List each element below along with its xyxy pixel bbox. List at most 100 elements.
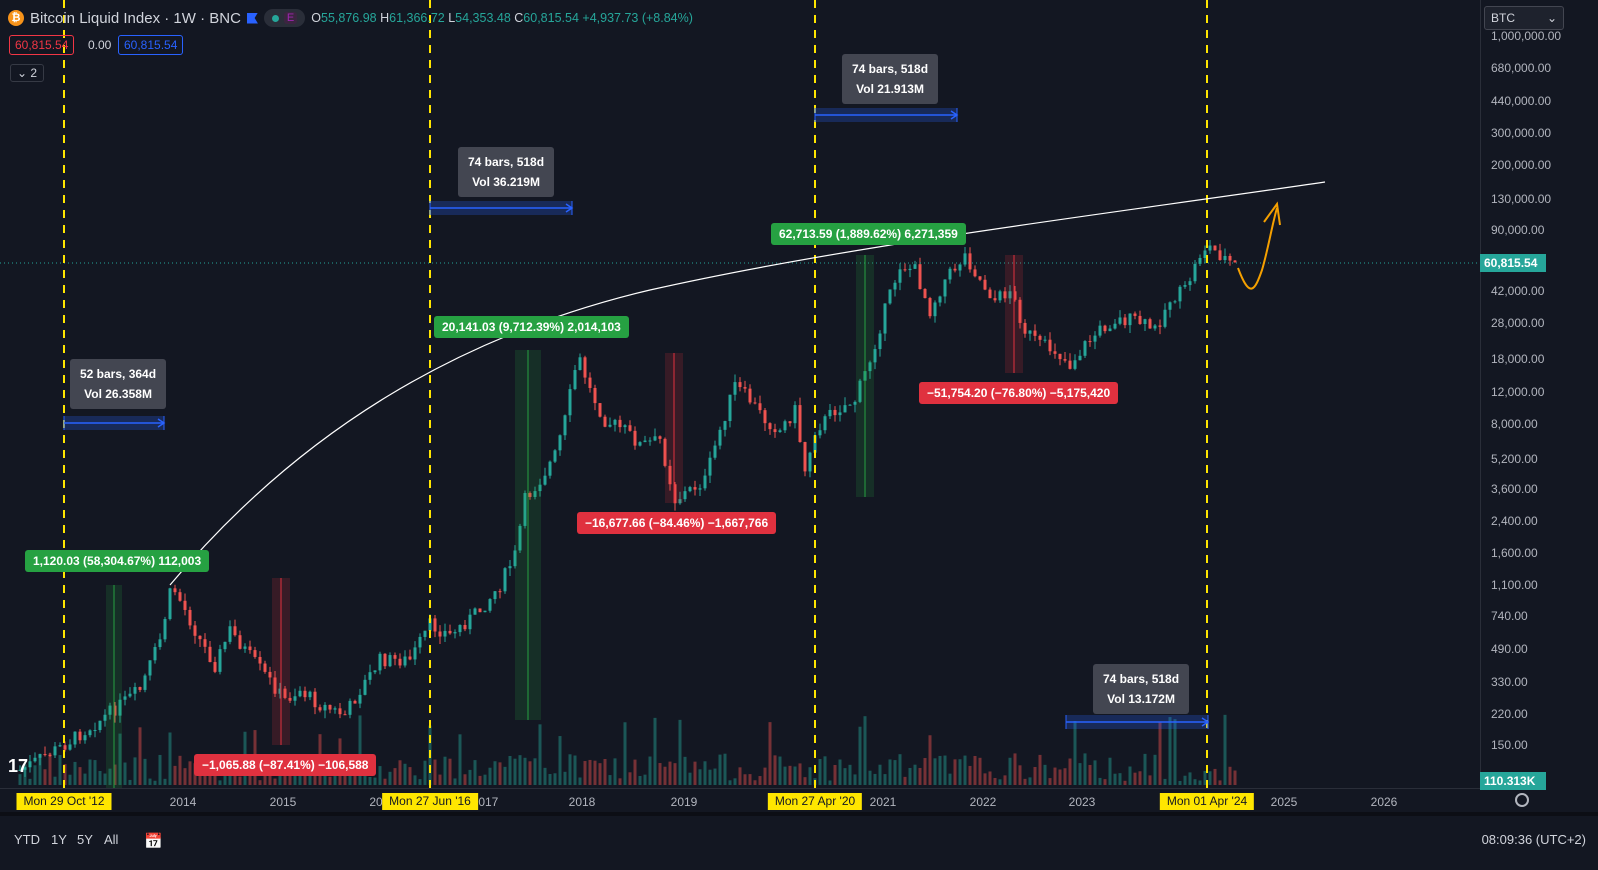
- candle-body: [198, 635, 202, 640]
- volume-bar: [898, 754, 902, 785]
- volume-bar: [953, 759, 957, 785]
- volume-bar: [978, 757, 982, 785]
- time-tick-label: 2022: [969, 795, 997, 809]
- candle-body: [673, 484, 677, 504]
- time-tick-label: 2014: [169, 795, 197, 809]
- price-tick-label: 680,000.00: [1491, 61, 1552, 75]
- volume-bar: [1198, 780, 1202, 785]
- settings-gear-icon[interactable]: [1515, 793, 1529, 807]
- volume-bar: [1063, 768, 1067, 785]
- candle-body: [218, 649, 222, 672]
- volume-bar: [1203, 770, 1207, 785]
- volume-bar: [683, 756, 687, 785]
- range-info-box-1[interactable]: 52 bars, 364d Vol 26.358M: [70, 359, 167, 409]
- volume-bar: [558, 736, 562, 785]
- candle-body: [688, 487, 692, 492]
- candle-body: [618, 419, 622, 428]
- candle-body: [723, 421, 727, 430]
- candle-body: [1043, 339, 1047, 341]
- rise-measure-label-2017[interactable]: 20,141.03 (9,712.39%) 2,014,103: [434, 316, 629, 338]
- clock[interactable]: 08:09:36 (UTC+2): [1481, 832, 1586, 847]
- price-chart-canvas[interactable]: [0, 0, 1480, 788]
- volume-bar: [758, 776, 762, 785]
- tradingview-logo[interactable]: 17: [8, 756, 29, 776]
- chart-pane[interactable]: [0, 0, 1480, 788]
- volume-bar: [783, 766, 787, 785]
- candle-body: [263, 663, 267, 672]
- volume-bar: [553, 773, 557, 785]
- range-ytd-button[interactable]: YTD: [14, 832, 40, 847]
- volume-bar: [448, 758, 452, 785]
- volume-bar: [628, 772, 632, 785]
- volume-bar: [1013, 753, 1017, 785]
- candle-body: [323, 704, 327, 711]
- volume-bar: [238, 776, 242, 785]
- range-all-button[interactable]: All: [104, 832, 119, 847]
- candle-body: [653, 436, 657, 441]
- goto-date-icon[interactable]: 📅: [144, 833, 163, 850]
- drop-measure-label-2018[interactable]: −16,677.66 (−84.46%) −1,667,766: [577, 512, 777, 534]
- collapse-indicators-button[interactable]: ⌄ 2: [10, 64, 45, 82]
- candle-body: [568, 389, 572, 416]
- volume-bar: [258, 780, 262, 785]
- currency-select[interactable]: BTC ⌄: [1484, 6, 1564, 30]
- rise-measure-label-2013[interactable]: 1,120.03 (58,304.67%) 112,003: [25, 550, 210, 572]
- candle-body: [173, 588, 177, 593]
- indicator-status-pill[interactable]: E: [263, 9, 306, 27]
- volume-bar: [83, 773, 87, 785]
- volume-bar: [623, 722, 627, 785]
- volume-bar: [293, 771, 297, 785]
- volume-bar: [508, 755, 512, 785]
- range-1y-button[interactable]: 1Y: [51, 832, 67, 847]
- candle-body: [993, 298, 997, 301]
- candle-body: [1018, 299, 1022, 323]
- candle-body: [928, 298, 932, 317]
- candle-body: [1053, 351, 1057, 354]
- price-tick-label: 1,000,000.00: [1491, 29, 1562, 43]
- flag-icon[interactable]: [246, 12, 258, 24]
- candle-body: [1008, 291, 1012, 299]
- candle-body: [363, 679, 367, 695]
- candle-body: [423, 630, 427, 637]
- rise-measure-label-2021[interactable]: 62,713.59 (1,889.62%) 6,271,359: [771, 223, 966, 245]
- drop-measure-label-2015[interactable]: −1,065.88 (−87.41%) −106,588: [194, 754, 377, 776]
- range-info-box-3[interactable]: 74 bars, 518d Vol 21.913M: [842, 54, 939, 104]
- candle-body: [728, 394, 732, 422]
- candle-body: [793, 405, 797, 424]
- candle-body: [468, 614, 472, 630]
- drop-measure-label-2022[interactable]: −51,754.20 (−76.80%) −5,175,420: [919, 382, 1119, 404]
- candle-body: [473, 608, 477, 615]
- buy-price-button[interactable]: 60,815.54: [118, 35, 184, 55]
- volume-bar: [1158, 721, 1162, 785]
- volume-bar: [618, 778, 622, 785]
- candle-body: [1203, 250, 1207, 258]
- candle-body: [378, 653, 382, 671]
- price-axis[interactable]: 1,000,000.00 680,000.00 440,000.00 300,000.…: [1480, 0, 1598, 788]
- volume-bar: [538, 724, 542, 785]
- volume-bar: [188, 761, 192, 785]
- candle-body: [1213, 245, 1217, 251]
- volume-bar: [313, 768, 317, 785]
- range-5y-button[interactable]: 5Y: [77, 832, 93, 847]
- bottom-toolbar: YTD 1Y 5Y All 📅 08:09:36 (UTC+2): [0, 812, 1598, 870]
- candle-body: [943, 279, 947, 297]
- candle-body: [578, 357, 582, 371]
- volume-bar: [663, 766, 667, 785]
- volume-bar: [1153, 754, 1157, 785]
- symbol-title[interactable]: Bitcoin Liquid Index · 1W · BNC: [30, 9, 241, 27]
- candle-body: [658, 436, 662, 439]
- price-tick-label: 18,000.00: [1491, 352, 1545, 366]
- candle-body: [668, 465, 672, 485]
- time-tick-label: 2015: [269, 795, 297, 809]
- candle-body: [868, 362, 872, 372]
- range-info-box-2[interactable]: 74 bars, 518d Vol 36.219M: [458, 147, 555, 197]
- time-axis[interactable]: 2014 2015 20 2017 2018 2019 2021 2022 2023 2025 20…: [0, 788, 1480, 813]
- price-tick-label: 3,600.00: [1491, 482, 1538, 496]
- candle-body: [1088, 341, 1092, 343]
- candle-body: [433, 618, 437, 632]
- volume-bar: [233, 771, 237, 785]
- volume-bar: [1208, 771, 1212, 785]
- volume-bar: [168, 732, 172, 785]
- sell-price-button[interactable]: 60,815.54: [9, 35, 75, 55]
- range-info-box-4[interactable]: 74 bars, 518d Vol 13.172M: [1093, 664, 1190, 714]
